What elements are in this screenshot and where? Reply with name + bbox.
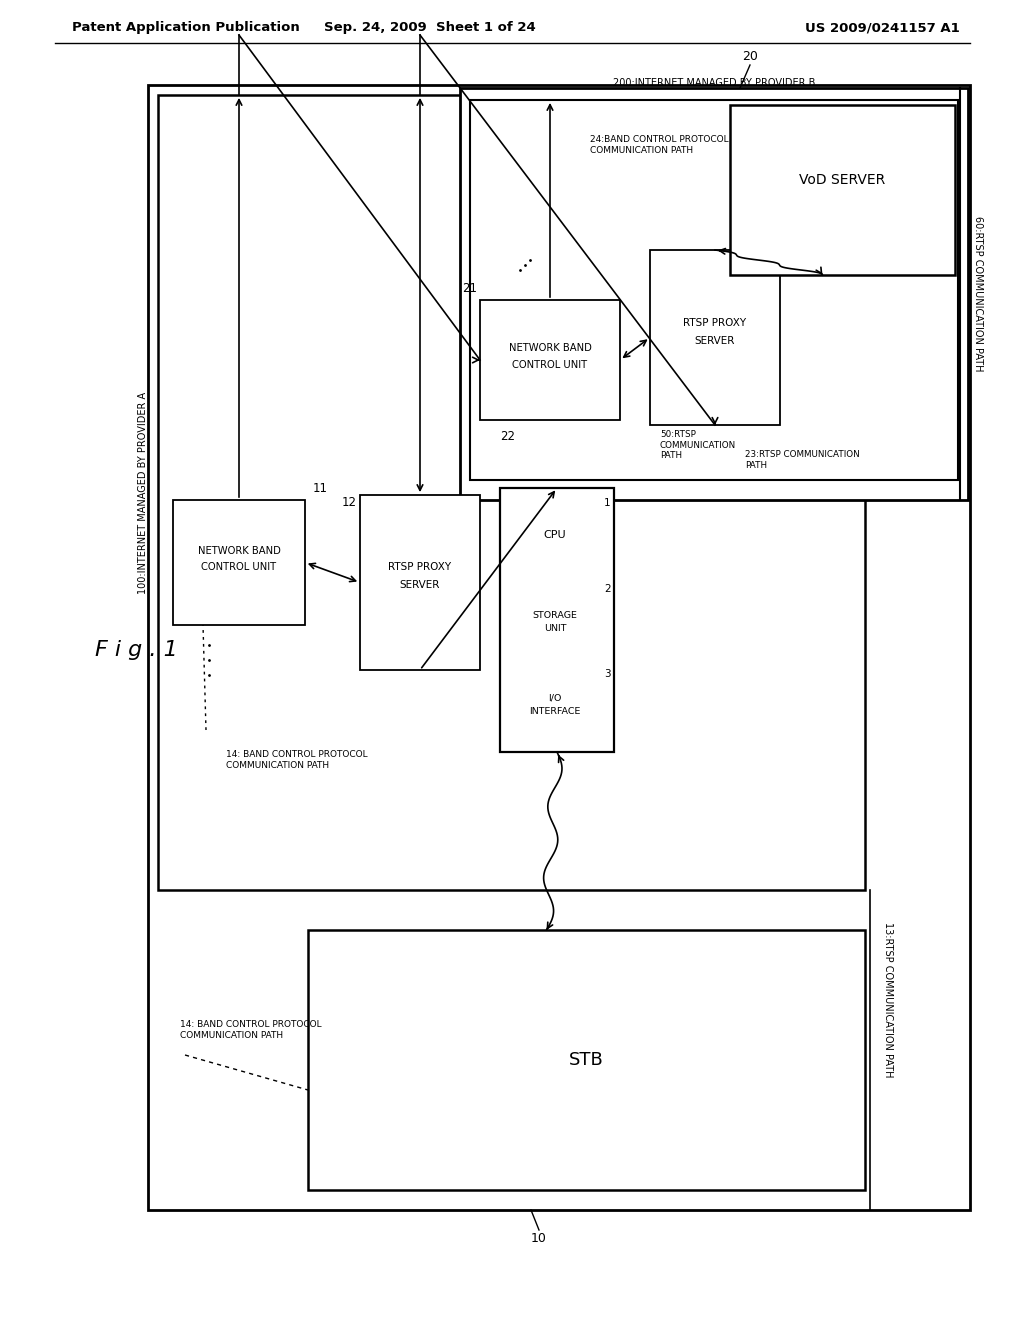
Bar [730, 106, 955, 275]
Text: 60:RTSP COMMUNICATION PATH: 60:RTSP COMMUNICATION PATH [973, 216, 983, 372]
Text: 200:INTERNET MANAGED BY PROVIDER B: 200:INTERNET MANAGED BY PROVIDER B [612, 78, 815, 88]
Text: NETWORK BAND: NETWORK BAND [509, 343, 592, 352]
Text: VoD SERVER: VoD SERVER [800, 173, 886, 187]
Bar [148, 84, 970, 1210]
Text: 24:BAND CONTROL PROTOCOL
COMMUNICATION PATH: 24:BAND CONTROL PROTOCOL COMMUNICATION P… [590, 135, 729, 154]
Text: SERVER: SERVER [695, 335, 735, 346]
Text: 100:INTERNET MANAGED BY PROVIDER A: 100:INTERNET MANAGED BY PROVIDER A [138, 392, 148, 594]
Text: 2: 2 [604, 583, 610, 594]
Text: 12: 12 [342, 496, 357, 510]
Text: 10: 10 [531, 1232, 547, 1245]
Text: 11: 11 [313, 482, 328, 495]
Bar [360, 495, 480, 671]
Text: Patent Application Publication: Patent Application Publication [72, 21, 300, 34]
Bar [308, 931, 865, 1191]
Text: 14: BAND CONTROL PROTOCOL
COMMUNICATION PATH: 14: BAND CONTROL PROTOCOL COMMUNICATION … [180, 1020, 322, 1040]
Text: I/O: I/O [548, 693, 562, 702]
Text: RTSP PROXY: RTSP PROXY [683, 318, 746, 327]
Text: CONTROL UNIT: CONTROL UNIT [512, 360, 588, 370]
Text: 14: BAND CONTROL PROTOCOL
COMMUNICATION PATH: 14: BAND CONTROL PROTOCOL COMMUNICATION … [226, 750, 368, 770]
Text: UNIT: UNIT [544, 624, 566, 634]
Bar [510, 495, 600, 576]
Text: STB: STB [569, 1051, 604, 1069]
Bar [480, 300, 620, 420]
Bar [173, 500, 305, 624]
Bar [650, 249, 780, 425]
Text: 21: 21 [462, 282, 477, 294]
Text: NETWORK BAND: NETWORK BAND [198, 545, 281, 556]
Text: Sep. 24, 2009  Sheet 1 of 24: Sep. 24, 2009 Sheet 1 of 24 [325, 21, 536, 34]
Bar [510, 583, 600, 660]
Text: 22: 22 [500, 430, 515, 444]
Text: INTERFACE: INTERFACE [529, 706, 581, 715]
Text: CPU: CPU [544, 531, 566, 540]
Text: SERVER: SERVER [399, 581, 440, 590]
Text: 23:RTSP COMMUNICATION
PATH: 23:RTSP COMMUNICATION PATH [745, 450, 859, 470]
Text: 3: 3 [604, 669, 610, 678]
Bar [460, 88, 968, 500]
Bar [158, 95, 865, 890]
Bar [500, 488, 614, 752]
Text: STORAGE: STORAGE [532, 611, 578, 620]
Bar [470, 100, 958, 480]
Bar [510, 668, 600, 741]
Text: F i g . 1: F i g . 1 [95, 640, 178, 660]
Text: RTSP PROXY: RTSP PROXY [388, 562, 452, 573]
Text: 13:RTSP COMMUNICATION PATH: 13:RTSP COMMUNICATION PATH [883, 923, 893, 1077]
Text: CONTROL UNIT: CONTROL UNIT [202, 562, 276, 573]
Text: US 2009/0241157 A1: US 2009/0241157 A1 [805, 21, 961, 34]
Text: 1: 1 [604, 498, 610, 508]
Text: 20: 20 [742, 50, 758, 63]
Text: 50:RTSP
COMMUNICATION
PATH: 50:RTSP COMMUNICATION PATH [660, 430, 736, 459]
